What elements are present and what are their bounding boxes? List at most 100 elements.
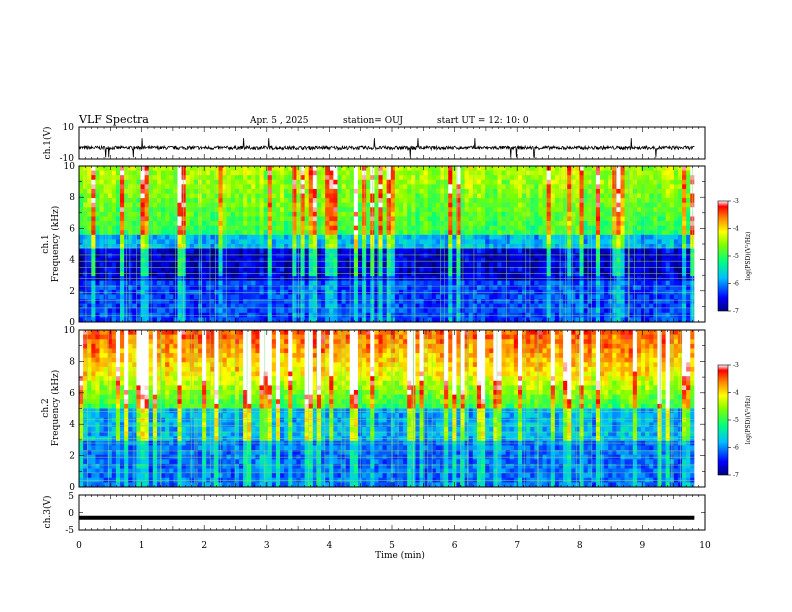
ch1-spectrogram-cell [193,248,199,254]
ch1-spectrogram-cell [87,202,92,208]
ch1-spectrogram-cell [193,225,199,231]
ch1-spectrogram-cell [620,271,626,277]
ch1-spectrogram-cell [214,188,219,194]
ch1-spectrogram-cell [583,202,589,208]
ch1-spectrogram-cell [415,262,420,268]
ch1-spectrogram-cell [587,221,593,227]
ch1-spectrogram-cell [378,234,383,240]
ch1-spectrogram-cell [390,216,396,222]
ch1-spectrogram-cell [321,303,326,309]
ch1-spectrogram-cell [79,257,84,263]
ch1-spectrogram-cell [620,225,626,231]
ch1-spectrogram-cell [645,257,650,263]
ch1-spectrogram-cell [497,239,502,245]
ch1-spectrogram-cell [95,202,100,208]
ch1-spectrogram-cell [493,271,498,277]
ch1-spectrogram-cell [501,285,507,291]
ch1-spectrogram-cell [579,207,584,213]
ch1-spectrogram-cell [517,271,523,277]
ch1-spectrogram-cell [308,221,314,227]
ch1-spectrogram-cell [255,248,260,254]
ch1-spectrogram-cell [468,202,474,208]
ch1-spectrogram-cell [398,175,404,181]
ch1-spectrogram-cell [636,280,642,286]
ch1-spectrogram-cell [481,308,486,314]
ch1-spectrogram-cell [567,280,572,286]
ch1-spectrogram-cell [197,299,203,305]
ch1-spectrogram-cell [362,308,367,314]
ch1-spectrogram-cell [238,271,244,277]
ch1-spectrogram-cell [686,193,691,199]
ch1-spectrogram-cell [325,239,330,245]
ch1-spectrogram-cell [247,221,252,227]
ch1-spectrogram-cell [115,280,121,286]
ch1-spectrogram-cell [267,262,273,268]
ch1-spectrogram-cell [641,175,646,181]
ch1-spectrogram-cell [386,294,392,300]
ch1-spectrogram-cell [464,303,470,309]
ch1-spectrogram-cell [99,248,105,254]
ch1-spectrogram-cell [218,271,223,277]
ch1-spectrogram-cell [337,266,342,272]
ch1-spectrogram-cell [456,211,461,217]
ch1-spectrogram-cell [673,216,679,222]
ch1-spectrogram-cell [390,166,396,171]
ch1-spectrogram-cell [530,188,535,194]
ch1-spectrogram-cell [505,294,511,300]
ch1-spectrogram-cell [624,225,630,231]
ch1-spectrogram-cell [493,170,498,176]
ch1-spectrogram-cell [292,244,297,249]
ch1-spectrogram-cell [567,308,572,314]
ch1-spectrogram-cell [120,253,125,259]
ch1-spectrogram-cell [431,202,437,208]
ch1-spectrogram-cell [300,294,306,300]
ch1-spectrogram-cell [579,239,584,245]
ch1-spectrogram-cell [616,166,621,171]
ch1-spectrogram-cell [288,221,293,227]
ch1-spectrogram-cell [87,294,92,300]
ch1-spectrogram-cell [206,170,211,176]
ch1-spectrogram-cell [489,285,494,291]
ch1-spectrogram-cell [575,198,580,204]
ch1-spectrogram-cell [600,308,605,314]
ch1-spectrogram-cell [267,253,273,259]
ch1-spectrogram-cell [382,221,388,227]
ch1-spectrogram-cell [604,239,609,245]
ch1-spectrogram-cell [567,193,572,199]
ch1-spectrogram-cell [448,239,453,245]
ch1-spectrogram-cell [394,188,400,194]
ch1-spectrogram-cell [321,188,326,194]
ch1-spectrogram-cell [571,188,576,194]
ch1-spectrogram-cell [382,248,388,254]
ch1-spectrogram-cell [230,188,236,194]
ch1-spectrogram-cell [505,207,511,213]
ch1-spectrogram-cell [247,211,252,217]
ch1-spectrogram-cell [677,294,683,300]
ch1-spectrogram-cell [534,188,539,194]
ch1-spectrogram-cell [132,280,137,286]
ch1-spectrogram-cell [403,198,408,204]
ch1-spectrogram-cell [275,303,281,309]
ch1-spectrogram-cell [111,285,117,291]
ch1-spectrogram-cell [645,294,650,300]
ch1-spectrogram-cell [165,166,170,171]
ch1-spectrogram-cell [628,170,634,176]
ch1-spectrogram-cell [165,179,170,185]
ch1-spectrogram-cell [345,193,351,199]
ch1-spectrogram-cell [497,253,502,259]
ch1-spectrogram-cell [255,244,260,249]
ch1-spectrogram-cell [669,299,675,305]
ch1-spectrogram-cell [214,170,219,176]
ch1-spectrogram-cell [111,230,117,236]
ch1-spectrogram-cell [554,179,560,185]
ch1-spectrogram-cell [230,216,236,222]
ch1-spectrogram-cell [341,198,347,204]
ch1-spectrogram-cell [485,221,490,227]
ch1-spectrogram-cell [345,230,351,236]
ch1-spectrogram-cell [210,308,215,314]
figure-title: VLF Spectra [78,113,149,126]
ch1-spectrogram-cell [485,308,490,314]
ch1-spectrogram-cell [226,271,232,277]
ch1-spectrogram-cell [91,221,96,227]
ch1-spectrogram-cell [636,188,642,194]
